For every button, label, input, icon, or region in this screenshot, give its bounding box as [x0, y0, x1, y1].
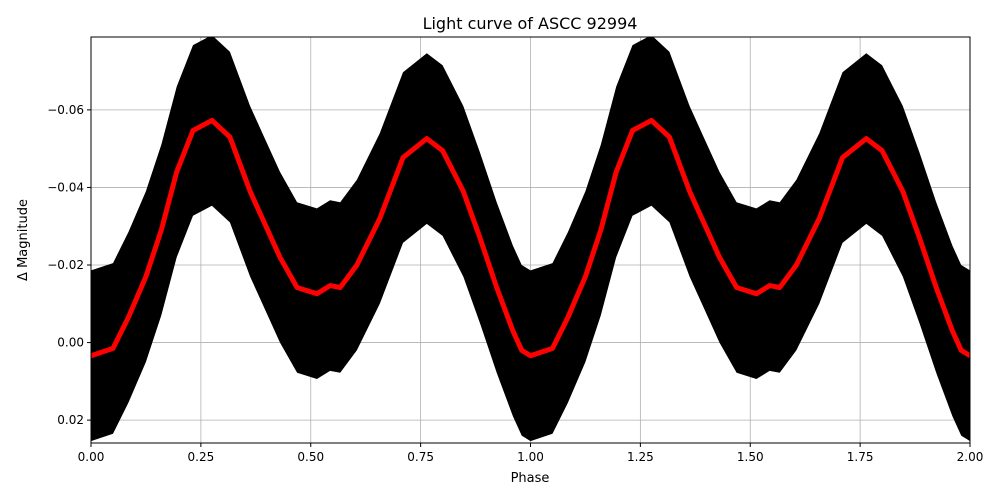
x-tick-label: 0.50 [297, 450, 324, 464]
x-axis-ticks: 0.00 0.25 0.50 0.75 1.00 1.25 1.50 1.75 2.00 [78, 443, 984, 464]
x-tick-label: 0.25 [188, 450, 215, 464]
x-tick-label: 1.25 [627, 450, 654, 464]
y-tick-label: 0.02 [57, 413, 84, 427]
x-tick-label: 0.75 [407, 450, 434, 464]
y-axis-ticks: −0.06 −0.04 −0.02 0.00 0.02 [47, 103, 91, 427]
x-tick-label: 1.50 [737, 450, 764, 464]
y-tick-label: 0.00 [57, 336, 84, 350]
mean-curve-line [91, 117, 970, 359]
y-tick-label: −0.06 [47, 103, 84, 117]
chart-title: Light curve of ASCC 92994 [423, 14, 638, 33]
x-tick-label: 1.00 [517, 450, 544, 464]
observations-scatter-band [91, 37, 970, 442]
x-tick-label: 0.00 [78, 450, 105, 464]
y-axis-label: Δ Magnitude [16, 199, 31, 281]
y-tick-label: −0.02 [47, 258, 84, 272]
x-tick-label: 2.00 [957, 450, 984, 464]
x-tick-label: 1.75 [847, 450, 874, 464]
x-axis-label: Phase [511, 471, 550, 486]
y-tick-label: −0.04 [47, 180, 84, 194]
